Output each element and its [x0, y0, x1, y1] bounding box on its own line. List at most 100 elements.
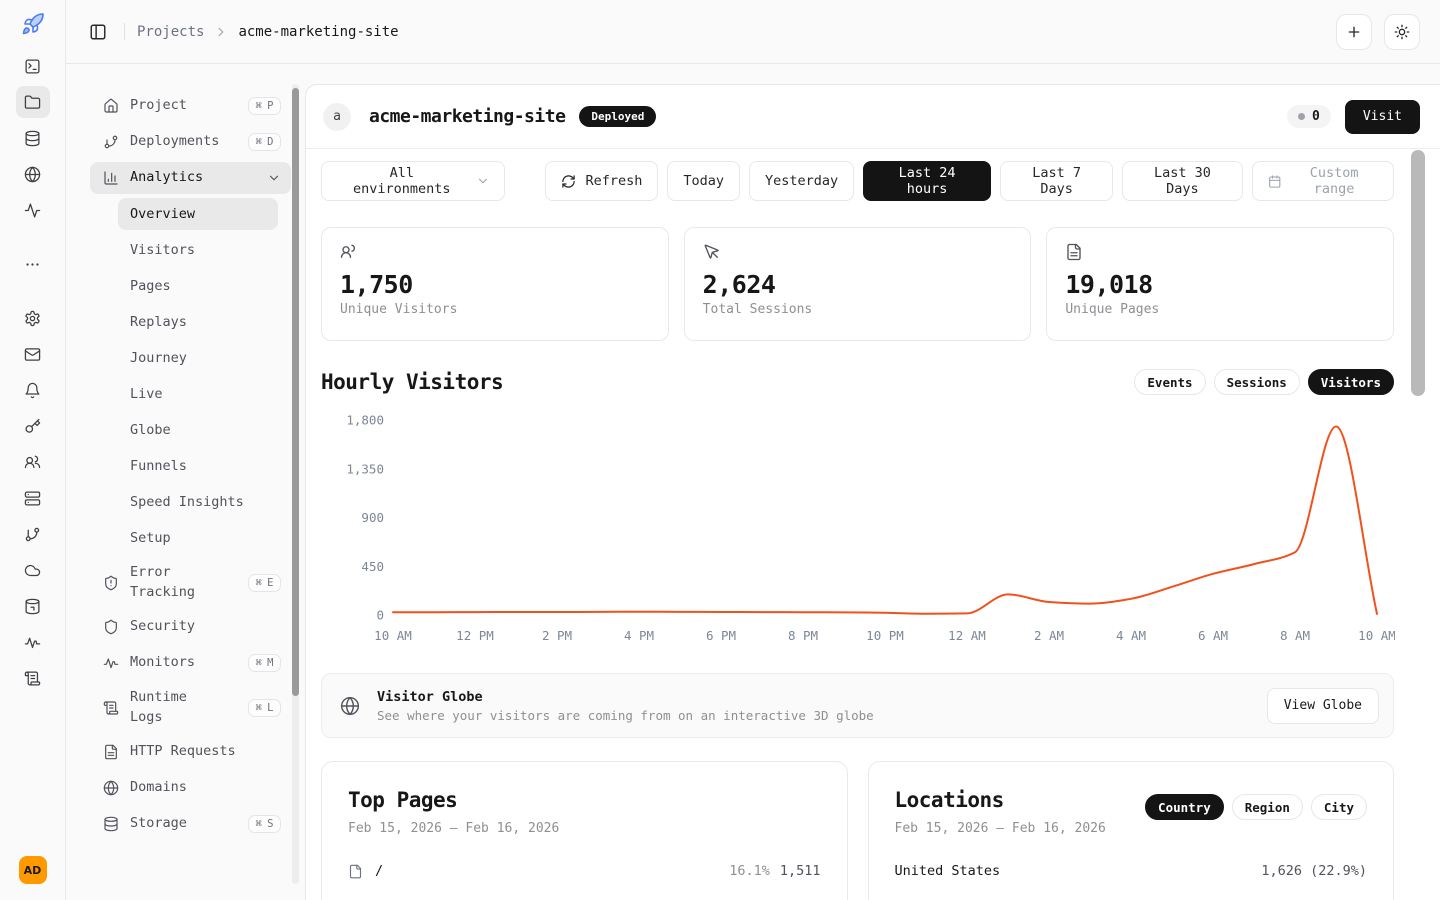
range-last-7-days-button[interactable]: Last 7 Days: [1000, 161, 1114, 201]
ellipsis-icon: [26, 262, 39, 266]
range-last-24-hours-button[interactable]: Last 24 hours: [863, 161, 992, 201]
rail-item-monitoring[interactable]: [16, 626, 50, 658]
subnav-item-setup[interactable]: Setup: [118, 522, 278, 554]
kbd-shortcut: ⌘ L: [247, 698, 281, 717]
user-avatar[interactable]: AD: [18, 856, 47, 884]
icon-rail: AD: [0, 0, 66, 900]
subnav-item-monitors[interactable]: Monitors ⌘ M: [90, 647, 291, 679]
range-today-button[interactable]: Today: [667, 161, 740, 201]
visit-button[interactable]: Visit: [1344, 99, 1420, 134]
subnav-item-speed-insights[interactable]: Speed Insights: [118, 486, 278, 518]
environment-value: All environments: [352, 165, 451, 197]
database-icon: [103, 816, 119, 832]
subnav-item-funnels[interactable]: Funnels: [118, 450, 278, 482]
alerts-indicator[interactable]: 0: [1287, 105, 1331, 128]
tab-country[interactable]: Country: [1145, 794, 1224, 820]
file-icon: [348, 864, 363, 879]
users-icon: [24, 455, 41, 468]
subnav-sub-label: Globe: [130, 422, 171, 438]
rail-item-domains[interactable]: [16, 158, 50, 190]
subnav-sub-label: Pages: [130, 278, 171, 294]
rail-item-observability[interactable]: [16, 194, 50, 226]
range-yesterday-button[interactable]: Yesterday: [749, 161, 855, 201]
tab-sessions[interactable]: Sessions: [1213, 369, 1300, 395]
sidebar-toggle-button[interactable]: [82, 16, 114, 48]
top-pages-row[interactable]: / 16.1% 1,511: [348, 863, 821, 879]
subnav-scrollbar[interactable]: [292, 84, 299, 884]
subnav-sub-label: Visitors: [130, 242, 196, 258]
custom-range-label: Custom range: [1309, 165, 1359, 197]
subnav-item-overview[interactable]: Overview: [118, 198, 278, 230]
x-axis-tick: 2 AM: [1034, 628, 1064, 643]
status-dot: [1298, 113, 1306, 120]
tab-label: Country: [1158, 799, 1211, 815]
subnav-item-live[interactable]: Live: [118, 378, 278, 410]
subnav-scrollbar-thumb[interactable]: [292, 88, 299, 696]
tab-region[interactable]: Region: [1231, 794, 1303, 820]
rail-item-storage[interactable]: [16, 122, 50, 154]
subnav-item-domains[interactable]: Domains: [90, 772, 291, 804]
stat-label: Total Sessions: [702, 302, 813, 317]
custom-range-button[interactable]: Custom range: [1251, 161, 1394, 201]
range-last-30-days-button[interactable]: Last 30 Days: [1122, 161, 1243, 201]
top-pages-date-range: Feb 15, 2026 – Feb 16, 2026: [348, 821, 560, 836]
rail-item-mail[interactable]: [16, 338, 50, 370]
rail-item-access-keys[interactable]: [16, 410, 50, 442]
main-scrollbar[interactable]: [1411, 150, 1425, 900]
rail-item-database-backup[interactable]: [16, 590, 50, 622]
theme-toggle-button[interactable]: [1384, 13, 1420, 50]
cloud-icon: [24, 564, 41, 576]
rail-item-settings[interactable]: [16, 302, 50, 334]
x-axis-tick: 10 AM: [1358, 628, 1395, 643]
subnav-item-deployments[interactable]: Deployments ⌘ D: [90, 126, 291, 158]
stat-card-unique-visitors: 1,750 Unique Visitors: [321, 227, 669, 341]
subnav-item-error-tracking[interactable]: Error Tracking ⌘ E: [90, 558, 291, 607]
tab-label: Region: [1244, 799, 1290, 815]
range-label: Last 30 Days: [1153, 165, 1211, 197]
subnav-item-runtime-logs[interactable]: Runtime Logs ⌘ L: [90, 683, 291, 732]
rail-item-projects[interactable]: [15, 86, 50, 118]
page-count: 1,511: [779, 863, 821, 879]
subnav-sub-label: Replays: [130, 314, 187, 330]
rail-item-logs[interactable]: [16, 662, 50, 694]
refresh-button[interactable]: Refresh: [545, 161, 659, 201]
kbd-shortcut: ⌘ P: [247, 97, 281, 115]
subnav-label: Deployments: [130, 133, 220, 150]
brand-rocket-logo[interactable]: [17, 8, 49, 40]
main-scrollbar-thumb[interactable]: [1411, 150, 1425, 396]
sun-icon: [1394, 24, 1410, 39]
server-icon: [24, 490, 41, 506]
subnav-item-pages[interactable]: Pages: [118, 270, 278, 302]
rail-item-terminal[interactable]: [16, 50, 50, 82]
rail-item-cloud[interactable]: [16, 554, 50, 586]
tab-events[interactable]: Events: [1134, 369, 1206, 395]
subnav-sub-label: Live: [130, 386, 163, 402]
tab-city[interactable]: City: [1310, 794, 1367, 820]
environment-select[interactable]: All environments: [321, 161, 506, 201]
hourly-visitors-chart: 0 450 900 1,350 1,800 10 AM 12 PM 2 PM 4 PM 6 PM 8…: [306, 395, 1440, 652]
rail-item-git[interactable]: [16, 518, 50, 550]
location-value: 1,626 (22.9%): [1261, 863, 1367, 879]
view-globe-button[interactable]: View Globe: [1266, 687, 1379, 724]
rail-item-notifications[interactable]: [16, 374, 50, 406]
chevron-down-icon: [478, 178, 487, 184]
subnav-item-storage[interactable]: Storage ⌘ S: [90, 808, 291, 840]
subnav-item-replays[interactable]: Replays: [118, 306, 278, 338]
subnav-item-journey[interactable]: Journey: [118, 342, 278, 374]
x-axis-tick: 12 AM: [948, 628, 986, 643]
rail-item-more[interactable]: [16, 248, 50, 280]
panel-left-icon: [90, 24, 106, 39]
rail-item-team[interactable]: [16, 446, 50, 478]
project-name: acme-marketing-site: [369, 106, 566, 127]
breadcrumb-projects[interactable]: Projects: [137, 23, 205, 40]
subnav-item-project[interactable]: Project ⌘ P: [90, 90, 291, 122]
locations-row[interactable]: United States 1,626 (22.9%): [895, 863, 1368, 879]
subnav-item-security[interactable]: Security: [90, 611, 291, 643]
add-new-button[interactable]: [1336, 13, 1372, 50]
subnav-item-analytics[interactable]: Analytics: [90, 162, 291, 194]
tab-visitors[interactable]: Visitors: [1307, 369, 1394, 395]
subnav-item-http-requests[interactable]: HTTP Requests: [90, 736, 291, 768]
subnav-item-globe[interactable]: Globe: [118, 414, 278, 446]
rail-item-servers[interactable]: [16, 482, 50, 514]
subnav-item-visitors[interactable]: Visitors: [118, 234, 278, 266]
